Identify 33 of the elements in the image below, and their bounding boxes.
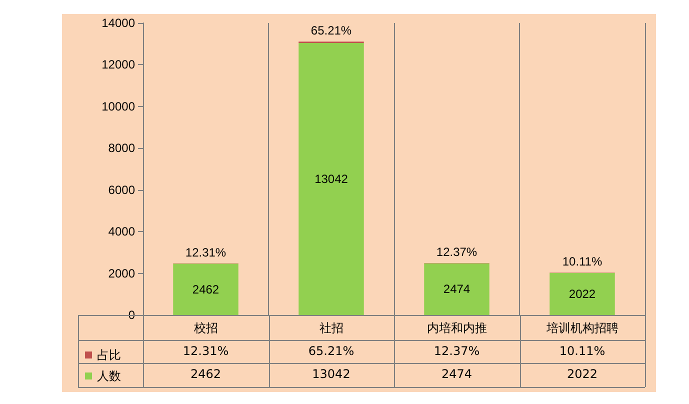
text: 12.31% [185,245,226,260]
y-tick-label: 10000 [102,99,136,114]
y-tick-label: 2000 [108,266,136,280]
data-label: 2022 [566,366,599,383]
x-tick-label: 培训机构招聘 [545,321,618,335]
legend-label: 占比 [97,348,121,362]
bar [298,42,364,315]
x-tick-label: 内培和内推 [426,321,487,335]
text: 2022 [568,286,596,301]
text: 65.21% [310,24,352,38]
x-tick-label: 社招 [319,321,344,335]
data-label: 2474 [440,366,474,383]
bar [424,263,490,315]
x-tick-label: 校招 [192,321,218,335]
y-tick-label: 8000 [108,141,136,156]
y-tick-label: 12000 [102,58,136,72]
data-label: 10.11% [558,343,606,360]
legend-label: 人数 [97,369,121,383]
data-label: 2462 [189,366,222,383]
y-tick-label: 14000 [102,16,136,30]
data-label: 13042 [311,366,352,383]
text: 10.11% [562,254,602,269]
text: 2474 [443,282,470,296]
bar [550,272,615,315]
y-tick-label: 4000 [108,224,136,239]
data-label: 65.21% [307,343,356,360]
bar [173,264,238,315]
text: 13042 [314,172,348,186]
data-label: 12.37% [432,343,481,360]
text: 2462 [192,282,220,296]
text: 12.37% [436,245,478,260]
y-tick-label: 6000 [108,182,136,197]
data-label: 12.31% [182,343,230,360]
